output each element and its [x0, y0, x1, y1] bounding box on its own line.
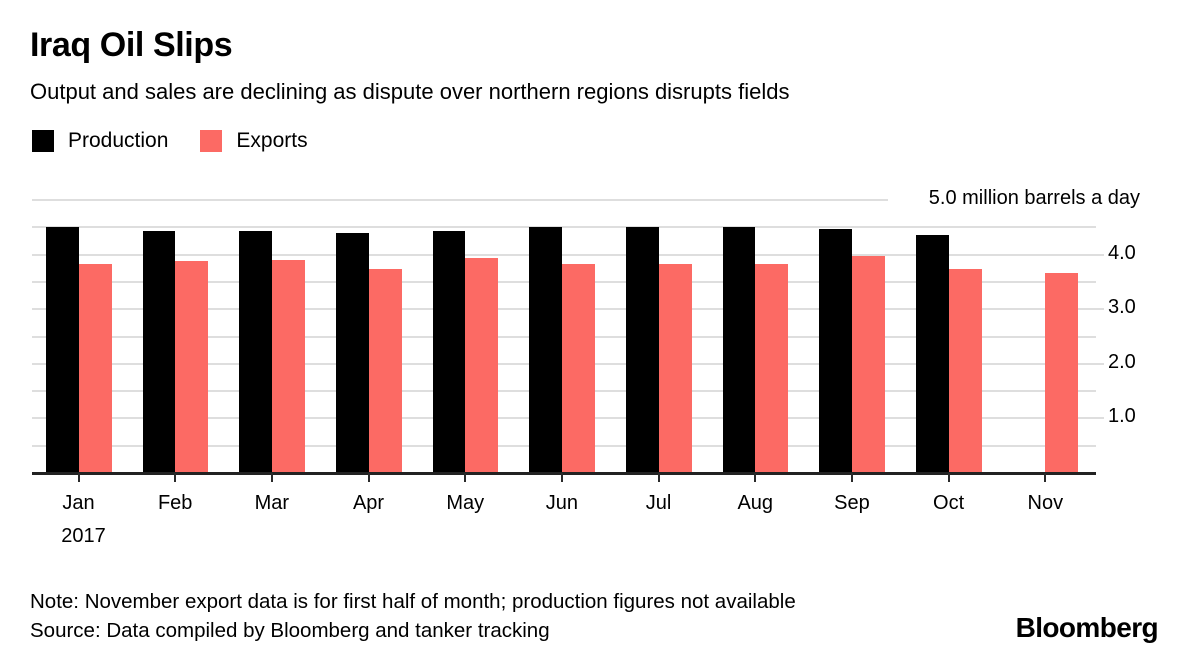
legend-label-production: Production	[68, 129, 169, 152]
y-tick-label-4.0: 4.0	[1108, 241, 1136, 264]
x-label-mar: Mar	[254, 492, 290, 514]
bar-production-jun	[529, 227, 562, 473]
legend-item-production: Production	[32, 129, 168, 153]
x-label-may: May	[446, 492, 485, 514]
bar-exports-oct	[948, 268, 982, 473]
x-tick-aug	[754, 473, 757, 482]
bar-production-oct	[916, 235, 949, 473]
bar-exports-aug	[755, 264, 789, 473]
x-tick-may	[464, 473, 467, 482]
bar-production-feb	[142, 230, 176, 473]
bar-exports-nov	[1045, 273, 1079, 473]
bar-exports-mar	[271, 259, 305, 473]
x-label-apr: Apr	[352, 492, 385, 514]
bar-production-mar	[239, 230, 272, 473]
gridline-5	[32, 199, 888, 201]
page-title: Iraq Oil Slips	[30, 26, 233, 64]
y-axis-top-label: 5.0 million barrels a day	[928, 187, 1140, 209]
production-swatch-icon	[32, 130, 54, 152]
chart-subtitle: Output and sales are declining as disput…	[30, 79, 790, 104]
bar-exports-may	[465, 257, 499, 473]
chart-source: Source: Data compiled by Bloomberg and t…	[30, 618, 550, 642]
bar-exports-feb	[175, 261, 209, 473]
x-tick-jun	[560, 473, 563, 482]
bar-production-aug	[722, 227, 756, 473]
gridline-4.5	[32, 226, 1096, 229]
x-label-aug: Aug	[737, 492, 774, 514]
y-tick-label-1.0: 1.0	[1108, 405, 1136, 428]
bar-exports-jun	[561, 264, 595, 473]
x-tick-jan	[77, 473, 80, 482]
bar-exports-sep	[851, 255, 885, 473]
x-tick-mar	[270, 473, 273, 482]
y-tick-label-3.0: 3.0	[1108, 296, 1136, 319]
x-label-oct: Oct	[933, 492, 965, 514]
x-tick-feb	[174, 473, 177, 482]
bar-production-jul	[626, 227, 659, 473]
bar-exports-jul	[658, 264, 692, 473]
bloomberg-logo: Bloomberg	[1015, 612, 1159, 643]
bar-exports-jan	[78, 264, 112, 473]
bar-production-may	[432, 230, 466, 473]
chart-note: Note: November export data is for first …	[30, 590, 796, 613]
x-label-jul: Jul	[645, 492, 672, 514]
x-label-feb: Feb	[157, 492, 193, 514]
bar-production-jan	[46, 226, 79, 473]
x-label-nov: Nov	[1027, 492, 1064, 514]
bar-exports-apr	[368, 268, 402, 473]
x-label-sep: Sep	[834, 492, 870, 514]
bar-production-apr	[336, 232, 369, 473]
x-tick-sep	[850, 473, 853, 482]
exports-swatch-icon	[200, 130, 223, 152]
x-year-label: 2017	[61, 525, 106, 547]
x-tick-jul	[657, 473, 660, 482]
gridline-4	[32, 253, 1104, 256]
chart-legend: Production Exports	[32, 129, 308, 153]
x-tick-oct	[947, 473, 950, 482]
chart-footnotes: Note: November export data is for first …	[30, 588, 796, 645]
bar-production-sep	[819, 228, 852, 473]
y-tick-label-2.0: 2.0	[1108, 350, 1136, 373]
x-tick-apr	[367, 473, 370, 482]
x-label-jan: Jan	[62, 492, 95, 514]
legend-label-exports: Exports	[236, 129, 308, 152]
x-axis-baseline	[32, 472, 1096, 475]
x-tick-nov	[1044, 473, 1047, 482]
x-label-jun: Jun	[545, 492, 579, 514]
legend-item-exports: Exports	[200, 129, 308, 153]
